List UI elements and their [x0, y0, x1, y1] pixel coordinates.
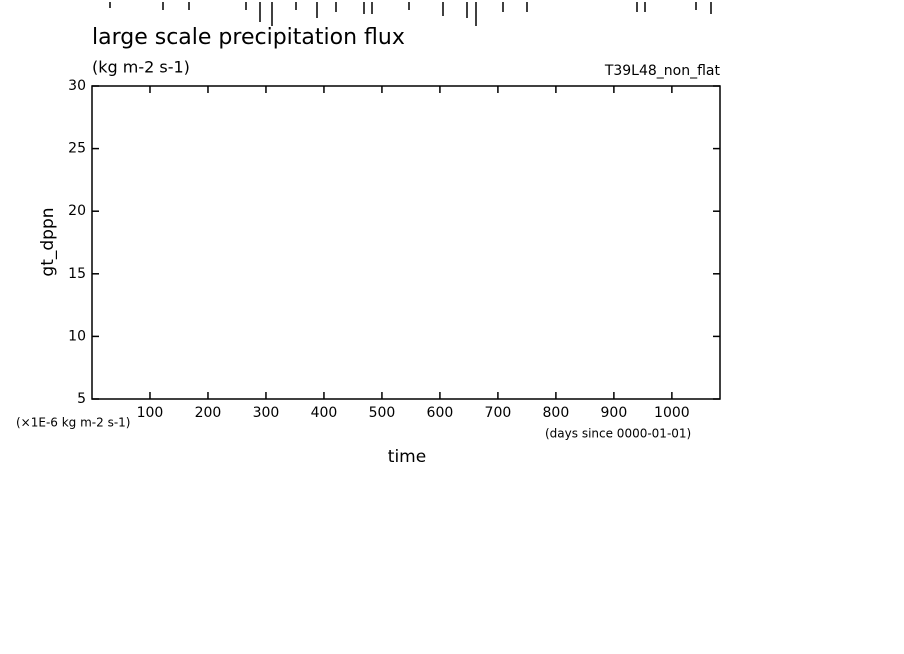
x-tick-label: 700: [485, 405, 512, 421]
y-tick-label: 20: [68, 203, 86, 219]
chart-subtitle: (kg m-2 s-1): [92, 58, 190, 77]
chart-title: large scale precipitation flux: [92, 25, 405, 50]
x-units: (days since 0000-01-01): [545, 427, 691, 441]
y-axis-label: gt_dppn: [38, 207, 58, 276]
plot-frame: [91, 85, 721, 400]
x-tick-label: 1000: [654, 405, 690, 421]
y-units: (×1E-6 kg m-2 s-1): [16, 416, 130, 430]
x-axis-label: time: [388, 447, 426, 467]
x-tick-label: 300: [253, 405, 280, 421]
header-marks: [109, 2, 712, 26]
x-tick-label: 900: [601, 405, 628, 421]
x-tick-label: 100: [137, 405, 164, 421]
x-tick-label: 600: [427, 405, 454, 421]
x-tick-label: 800: [543, 405, 570, 421]
y-tick-label: 25: [68, 141, 86, 157]
y-tick-label: 15: [68, 266, 86, 282]
x-tick-label: 200: [195, 405, 222, 421]
x-tick-label: 500: [369, 405, 396, 421]
experiment-label: T39L48_non_flat: [604, 63, 721, 79]
y-tick-label: 30: [68, 78, 86, 94]
x-tick-label: 400: [311, 405, 338, 421]
y-tick-label: 10: [68, 328, 86, 344]
y-tick-label: 5: [77, 391, 86, 407]
